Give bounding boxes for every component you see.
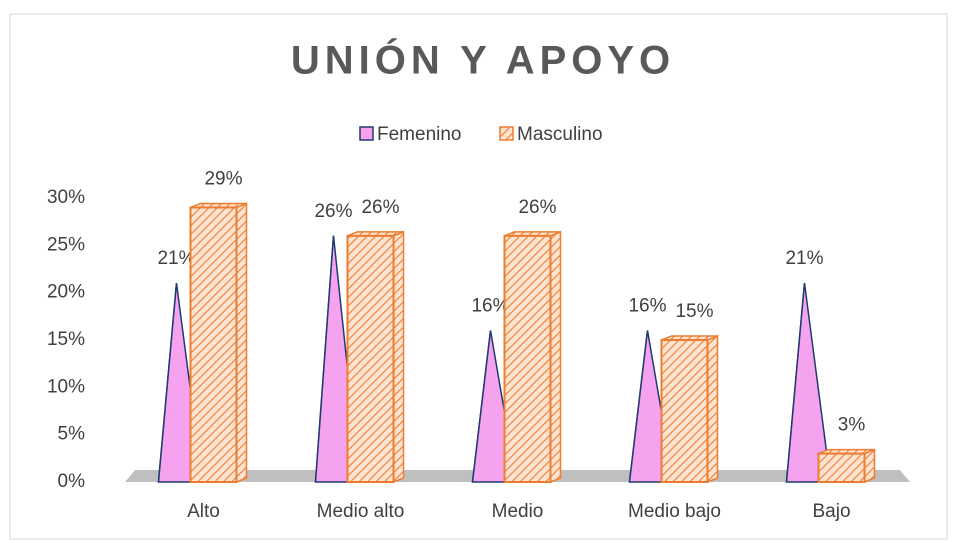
data-label: 26%: [361, 197, 399, 218]
y-tick-label: 30%: [47, 187, 85, 208]
legend-swatch: [499, 126, 514, 141]
bar-side: [549, 230, 562, 484]
data-label: 3%: [838, 415, 866, 436]
legend-label: Masculino: [517, 124, 603, 145]
data-label: 15%: [675, 301, 713, 322]
y-tick-label: 15%: [47, 329, 85, 350]
data-label: 26%: [518, 197, 556, 218]
data-label: 29%: [204, 168, 242, 189]
y-tick-label: 20%: [47, 282, 85, 303]
y-tick-label: 10%: [47, 376, 85, 397]
y-tick-label: 0%: [58, 471, 86, 492]
data-label: 16%: [628, 296, 666, 317]
x-tick-label: Bajo: [812, 501, 850, 522]
bar: [346, 234, 395, 483]
bar-side: [392, 230, 405, 484]
x-tick-label: Alto: [187, 501, 220, 522]
data-label: 16%: [471, 296, 509, 317]
x-tick-label: Medio bajo: [628, 501, 721, 522]
x-tick-label: Medio: [492, 501, 544, 522]
bar-side: [863, 448, 876, 484]
bar: [189, 206, 238, 483]
y-tick-label: 5%: [58, 424, 86, 445]
bar-side: [235, 202, 248, 484]
y-tick-label: 25%: [47, 234, 85, 255]
legend-swatch: [359, 126, 374, 141]
bar: [503, 234, 552, 483]
data-label: 26%: [314, 201, 352, 222]
bar-side: [706, 334, 719, 484]
data-label: 21%: [785, 248, 823, 269]
chart-title: UNIÓN Y APOYO: [291, 37, 675, 83]
bar: [817, 452, 866, 484]
x-tick-label: Medio alto: [317, 501, 405, 522]
bar: [660, 339, 709, 483]
data-label: 21%: [157, 248, 195, 269]
pyramid: [785, 283, 832, 483]
legend-label: Femenino: [377, 124, 462, 145]
